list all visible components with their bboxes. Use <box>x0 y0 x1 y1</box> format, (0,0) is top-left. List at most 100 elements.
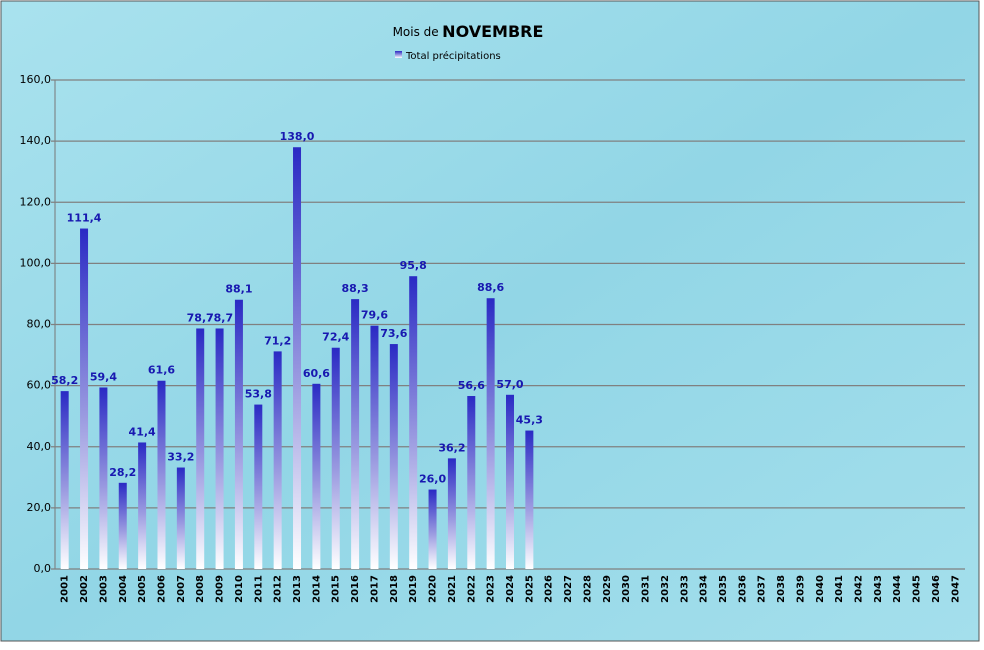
bar <box>215 328 224 569</box>
value-label: 79,6 <box>361 309 388 322</box>
bar <box>273 351 282 569</box>
legend-swatch <box>395 51 402 58</box>
x-tick-label: 2039 <box>795 575 806 603</box>
x-tick-label: 2003 <box>98 575 109 603</box>
value-label: 53,8 <box>245 388 272 401</box>
bar <box>234 299 243 569</box>
bar <box>467 396 476 569</box>
chart-title: Mois de NOVEMBRE <box>393 22 544 41</box>
y-tick-label: 80,0 <box>27 318 52 331</box>
x-tick-label: 2026 <box>544 575 555 603</box>
x-tick-label: 2006 <box>156 575 167 603</box>
value-label: 88,3 <box>342 282 369 295</box>
bar <box>118 482 127 569</box>
value-label: 88,1 <box>225 283 252 296</box>
value-label: 71,2 <box>264 334 291 347</box>
x-tick-label: 2047 <box>950 575 961 603</box>
bar <box>486 298 495 569</box>
value-label: 61,6 <box>148 364 175 377</box>
x-tick-label: 2005 <box>137 575 148 603</box>
x-tick-label: 2032 <box>660 575 671 603</box>
x-tick-label: 2012 <box>273 575 284 603</box>
value-label: 28,2 <box>109 466 136 479</box>
bar <box>370 325 379 569</box>
x-tick-label: 2030 <box>621 575 632 603</box>
y-tick-label: 120,0 <box>20 195 52 208</box>
value-label: 138,0 <box>280 130 315 143</box>
value-label: 78,7 <box>187 311 214 324</box>
x-tick-label: 2025 <box>524 575 535 603</box>
value-label: 78,7 <box>206 311 233 324</box>
x-tick-label: 2031 <box>641 575 652 603</box>
value-label: 26,0 <box>419 473 446 486</box>
legend-label: Total précipitations <box>405 50 501 62</box>
x-tick-label: 2019 <box>408 575 419 603</box>
x-tick-label: 2004 <box>118 575 129 603</box>
bar <box>525 430 534 569</box>
x-tick-label: 2044 <box>892 575 903 603</box>
x-tick-label: 2002 <box>79 575 90 603</box>
x-tick-label: 2046 <box>931 575 942 603</box>
x-tick-label: 2009 <box>215 575 226 603</box>
x-tick-label: 2007 <box>176 575 187 603</box>
x-tick-label: 2045 <box>912 575 923 603</box>
x-tick-label: 2038 <box>776 575 787 603</box>
bar <box>331 347 340 569</box>
x-tick-label: 2008 <box>195 575 206 603</box>
value-label: 111,4 <box>67 212 102 225</box>
bar <box>196 328 205 569</box>
x-tick-label: 2001 <box>60 575 71 603</box>
x-tick-label: 2016 <box>350 575 361 603</box>
value-label: 36,2 <box>438 441 465 454</box>
x-tick-label: 2015 <box>331 575 342 603</box>
value-label: 72,4 <box>322 331 349 344</box>
bar <box>157 380 166 569</box>
bar <box>293 147 302 570</box>
title-main: NOVEMBRE <box>442 22 543 41</box>
value-label: 45,3 <box>516 414 543 427</box>
y-tick-label: 40,0 <box>27 440 52 453</box>
bar <box>99 387 108 569</box>
bar <box>60 391 69 569</box>
x-tick-label: 2036 <box>737 575 748 603</box>
bar <box>506 394 514 569</box>
value-label: 57,0 <box>496 378 523 391</box>
bar <box>428 489 437 569</box>
value-label: 88,6 <box>477 281 504 294</box>
x-tick-label: 2021 <box>447 575 458 603</box>
y-tick-label: 20,0 <box>27 501 52 514</box>
x-tick-label: 2023 <box>486 575 497 603</box>
value-label: 59,4 <box>90 370 117 383</box>
value-label: 56,6 <box>458 379 485 392</box>
value-label: 60,6 <box>303 367 330 380</box>
bar <box>312 383 321 569</box>
y-tick-label: 100,0 <box>20 256 52 269</box>
value-label: 33,2 <box>167 451 194 464</box>
x-tick-label: 2013 <box>292 575 303 603</box>
y-tick-label: 140,0 <box>20 134 52 147</box>
x-tick-label: 2034 <box>699 575 710 603</box>
x-tick-label: 2043 <box>873 575 884 603</box>
x-tick-label: 2029 <box>602 575 613 603</box>
x-tick-label: 2011 <box>253 575 264 603</box>
x-tick-label: 2014 <box>311 575 322 603</box>
x-tick-label: 2041 <box>834 575 845 603</box>
bar <box>409 276 418 569</box>
x-tick-label: 2035 <box>718 575 729 603</box>
title-prefix: Mois de <box>393 25 439 39</box>
x-tick-label: 2024 <box>505 575 516 603</box>
bar <box>389 344 398 569</box>
x-tick-label: 2022 <box>466 575 477 603</box>
x-tick-label: 2042 <box>854 575 865 603</box>
y-tick-label: 0,0 <box>34 562 52 575</box>
value-label: 41,4 <box>129 425 156 438</box>
bar <box>351 299 360 569</box>
value-label: 58,2 <box>51 374 78 387</box>
x-tick-label: 2017 <box>369 575 380 603</box>
bar <box>447 458 456 569</box>
bar <box>254 404 263 569</box>
x-tick-label: 2040 <box>815 575 826 603</box>
bar <box>176 467 185 569</box>
bar <box>80 228 89 569</box>
